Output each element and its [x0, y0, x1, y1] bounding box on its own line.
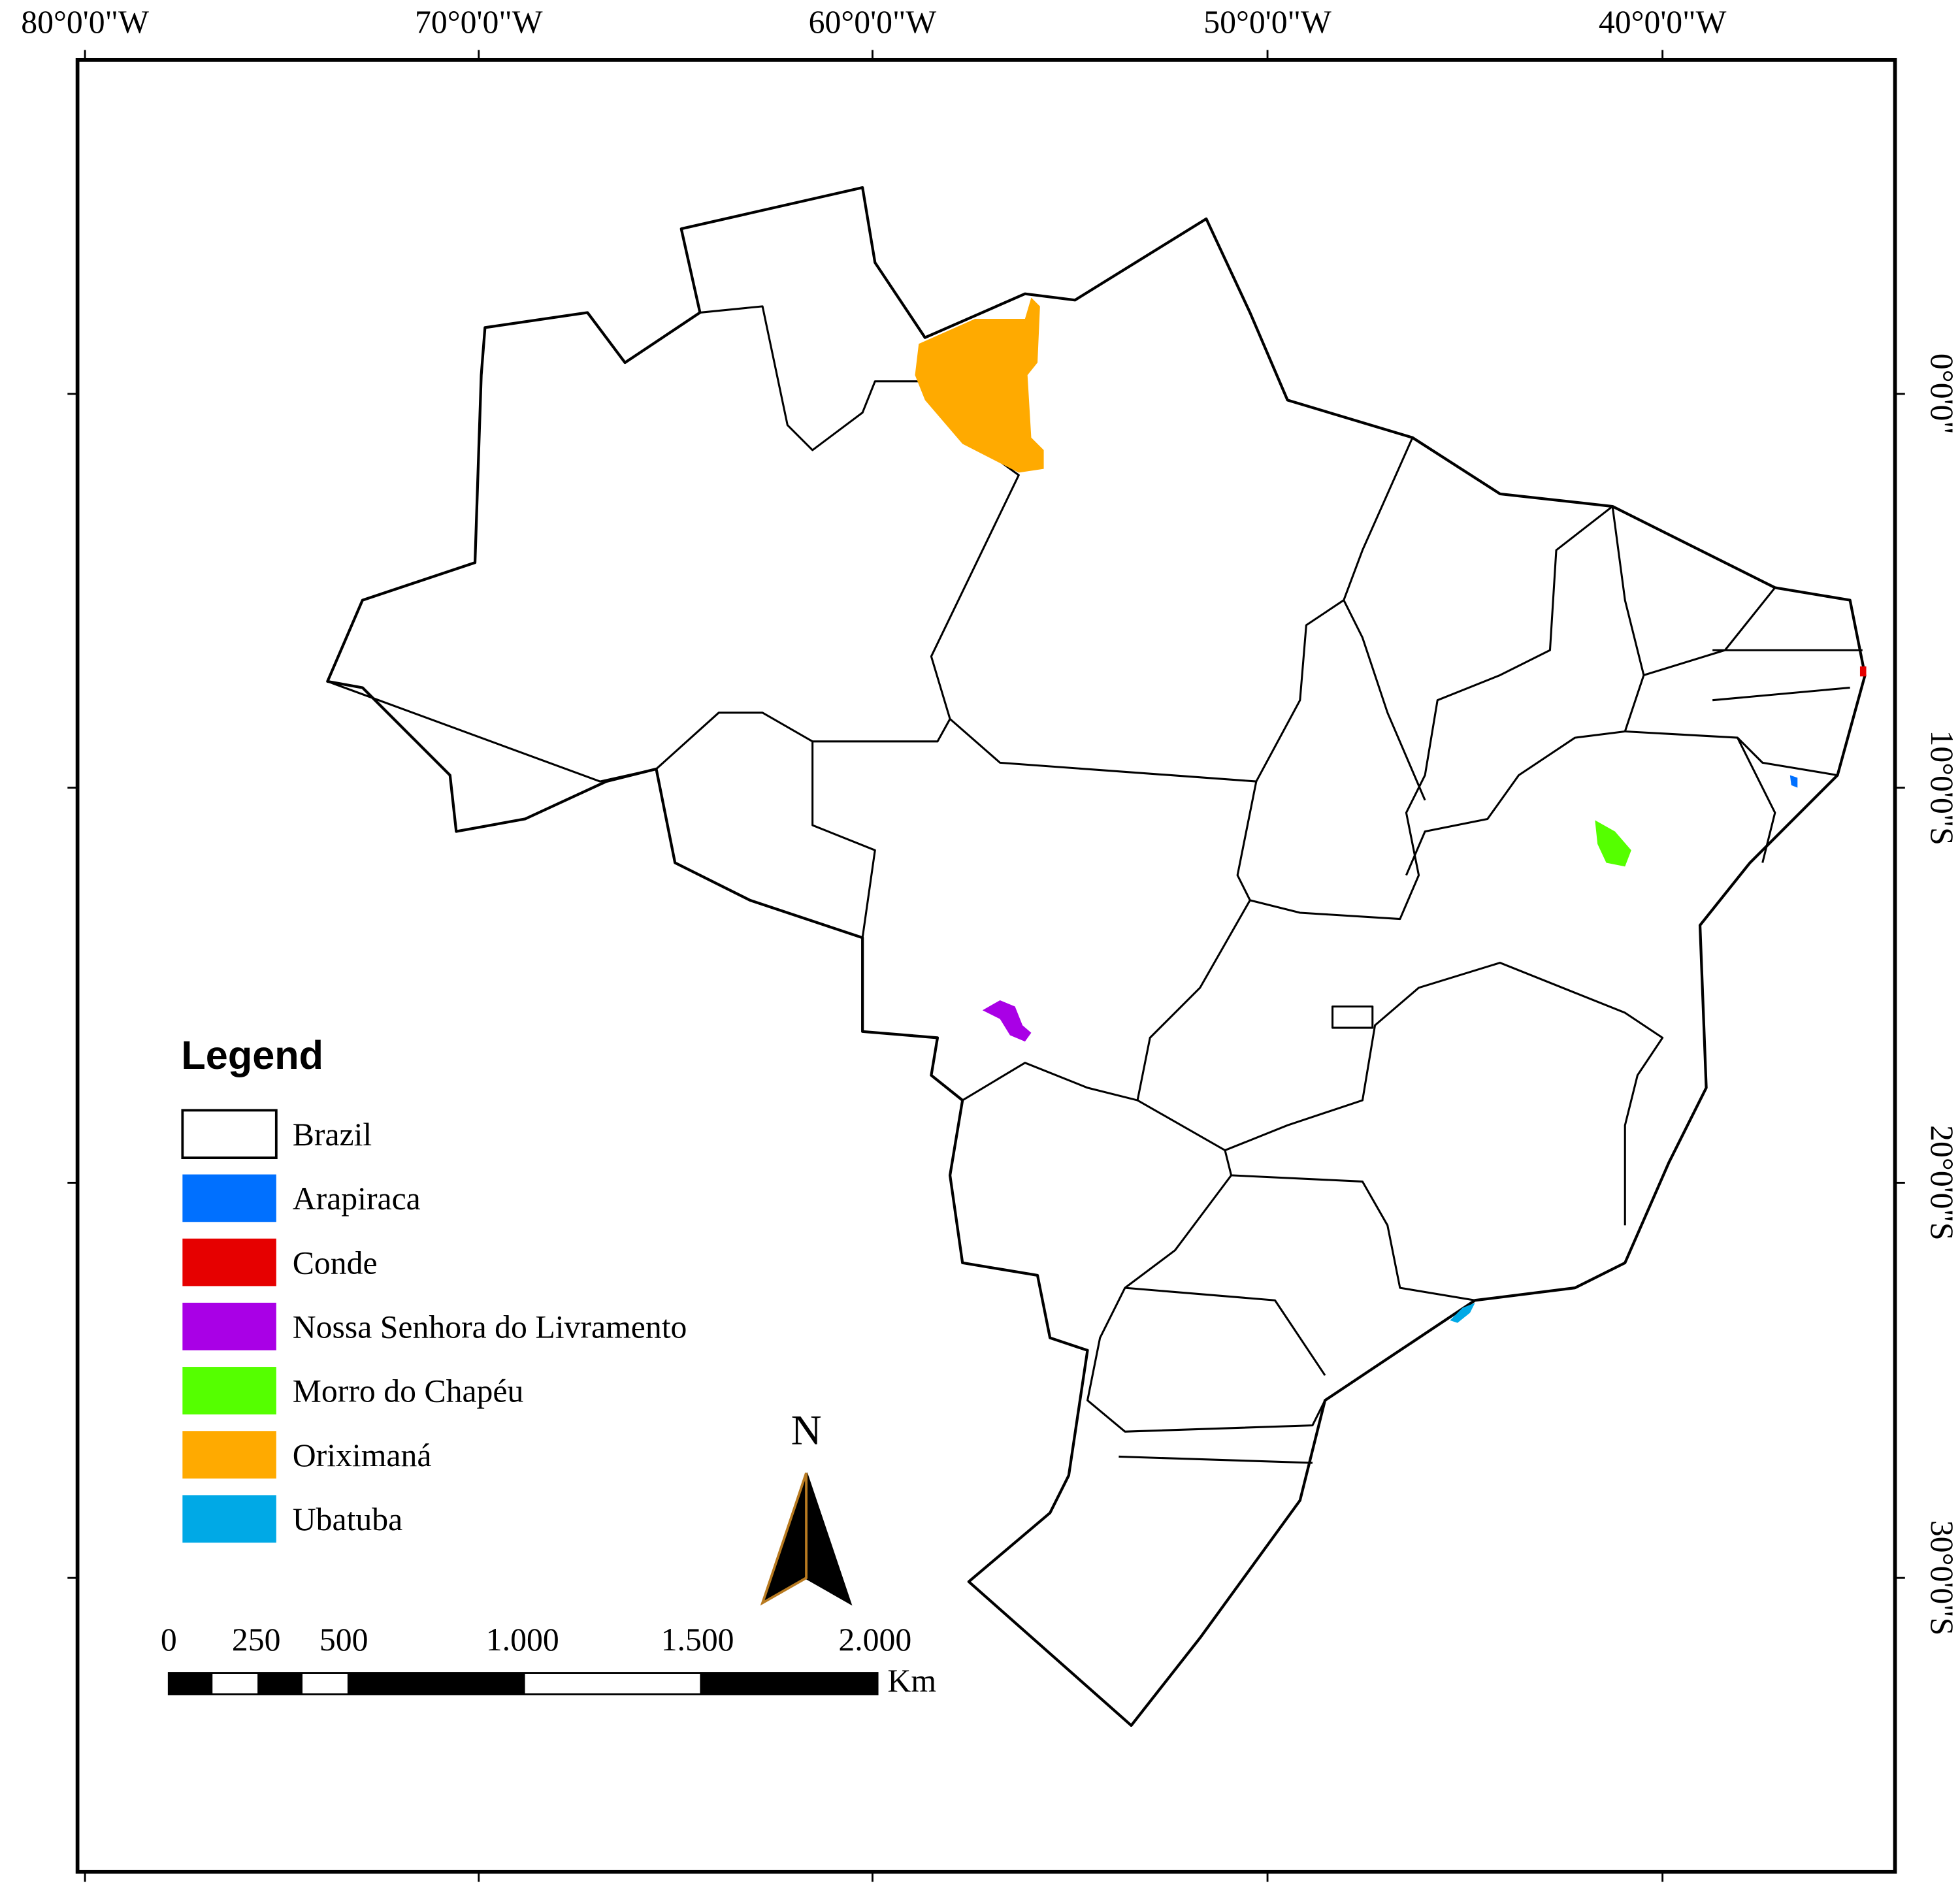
legend-swatch — [182, 1367, 276, 1415]
scale-segment — [169, 1673, 213, 1695]
municipality-area — [915, 297, 1044, 473]
municipality-area — [1789, 775, 1798, 788]
longitude-label: 70°0'0"W — [415, 4, 543, 40]
latitude-label: 0°0'0" — [1924, 353, 1960, 434]
latitude-label: 30°0'0"S — [1924, 1520, 1960, 1635]
latitude-label: 10°0'0"S — [1924, 730, 1960, 845]
longitude-label: 50°0'0"W — [1203, 4, 1331, 40]
scale-label: 1.500 — [661, 1622, 734, 1658]
scale-segment — [257, 1673, 303, 1695]
country-outline — [326, 186, 1867, 1727]
legend-label: Ubatuba — [293, 1501, 403, 1537]
legend-label: Morro do Chapéu — [293, 1373, 524, 1409]
scale-label: 250 — [232, 1622, 281, 1658]
north-arrow: N — [760, 1407, 853, 1606]
legend-label: Oriximaná — [293, 1437, 432, 1473]
state-boundaries — [327, 305, 1863, 1464]
legend-label: Nossa Senhora do Livramento — [293, 1309, 687, 1345]
municipality-area — [1595, 820, 1631, 867]
legend-swatch — [182, 1238, 276, 1286]
scale-label: 2.000 — [838, 1622, 911, 1658]
legend-swatch — [181, 1109, 278, 1160]
longitude-label: 60°0'0"W — [809, 4, 937, 40]
scale-label: 0 — [161, 1622, 177, 1658]
legend-title: Legend — [181, 1033, 323, 1077]
scale-bar: Km 0 250 500 1.000 1.500 2.000 — [161, 1622, 936, 1699]
legend: Legend Brazil Arapiraca Conde Nossa Senhora… — [181, 1033, 687, 1543]
longitude-label: 40°0'0"W — [1599, 4, 1727, 40]
legend-swatch — [182, 1302, 276, 1350]
north-label: N — [791, 1407, 822, 1454]
legend-label: Brazil — [293, 1117, 372, 1153]
municipalities — [915, 297, 1867, 1323]
municipality-area — [1450, 1303, 1475, 1323]
scale-label: 500 — [319, 1622, 368, 1658]
legend-swatch — [182, 1174, 276, 1222]
scale-label: 1.000 — [486, 1622, 559, 1658]
municipality-area — [1859, 666, 1867, 677]
scale-unit: Km — [887, 1663, 936, 1699]
north-arrow-half — [760, 1472, 808, 1606]
latitude-label: 20°0'0"S — [1924, 1125, 1960, 1240]
scale-segment — [347, 1673, 525, 1695]
legend-label: Arapiraca — [293, 1181, 421, 1217]
graticule: 80°0'0"W 70°0'0"W 60°0'0"W 50°0'0"W 40°0'0"W… — [21, 4, 1960, 1882]
legend-swatch — [182, 1431, 276, 1479]
municipality-area — [982, 1000, 1032, 1042]
longitude-label: 80°0'0"W — [21, 4, 149, 40]
scale-segment — [700, 1673, 878, 1695]
legend-swatch — [182, 1495, 276, 1543]
legend-label: Conde — [293, 1245, 378, 1281]
map-frame — [75, 57, 1897, 1874]
